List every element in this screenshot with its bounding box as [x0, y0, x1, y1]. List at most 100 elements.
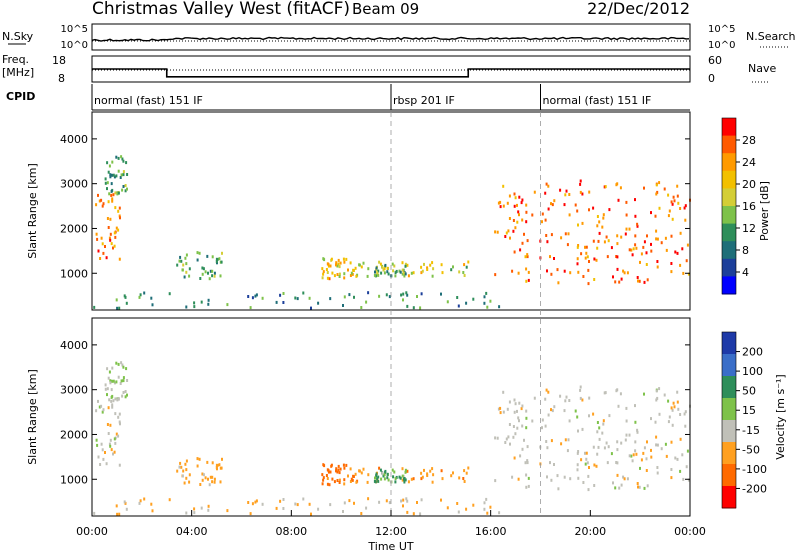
velocity-cell [667, 420, 670, 424]
velocity-cell [636, 482, 639, 485]
power-cell [676, 194, 679, 198]
colorbar-tick-label: 50 [742, 385, 756, 398]
velocity-cell [114, 441, 117, 445]
velocity-cell [577, 429, 579, 433]
power-cell [402, 292, 405, 296]
x-tick-label: 16:00 [475, 525, 507, 538]
power-cell [366, 274, 369, 278]
velocity-cell [628, 454, 631, 458]
velocity-cell [676, 390, 679, 394]
velocity-cell [193, 507, 196, 511]
velocity-cell [498, 511, 501, 515]
velocity-cell [331, 477, 334, 481]
velocity-cell [446, 506, 449, 510]
power-cell [404, 272, 407, 276]
power-cell [642, 245, 645, 249]
power-cell [410, 271, 413, 275]
velocity-cell [596, 421, 599, 424]
power-cell [456, 296, 459, 299]
velocity-cell [511, 475, 514, 479]
power-cell [386, 266, 389, 270]
power-cell [378, 260, 381, 264]
power-cell [407, 274, 410, 278]
velocity-cell [126, 393, 128, 397]
velocity-cell [608, 414, 611, 418]
velocity-cell [564, 438, 567, 442]
velocity-cell [329, 470, 332, 474]
power-cell [585, 245, 588, 249]
power-cell [378, 294, 381, 298]
velocity-cell [670, 476, 673, 480]
power-cell [336, 264, 339, 268]
velocity-cell [521, 447, 524, 451]
velocity-cell [677, 407, 680, 411]
velocity-cell [615, 389, 618, 393]
velocity-cell [421, 475, 424, 479]
power-cell [423, 262, 425, 266]
power-cell [527, 278, 530, 282]
power-cell [394, 274, 397, 278]
power-cell [587, 282, 590, 286]
power-cell [506, 201, 509, 205]
velocity-cell [343, 501, 346, 505]
power-cell [333, 274, 336, 278]
power-cell [457, 304, 460, 308]
velocity-cell [323, 464, 326, 468]
power-cell [525, 267, 528, 271]
power-cell [310, 306, 312, 310]
velocity-cell [201, 478, 204, 482]
velocity-y-ticks: 1000 2000 3000 4000 [60, 339, 690, 486]
velocity-cell [563, 475, 566, 479]
colorbar-tick-label: 200 [742, 346, 763, 359]
noise-panel-frame [91, 23, 691, 51]
velocity-cell [404, 468, 407, 472]
y-tick-label: 4000 [60, 339, 88, 352]
power-cell [499, 205, 502, 209]
power-cell [182, 263, 185, 267]
velocity-cell [518, 401, 521, 405]
power-cell [279, 293, 282, 297]
power-cell [681, 247, 684, 251]
velocity-cell [336, 470, 339, 474]
cpid-segment-label: normal (fast) 151 IF [543, 94, 652, 107]
power-cell [383, 271, 386, 275]
velocity-cell [656, 466, 659, 469]
velocity-cell [679, 437, 682, 441]
power-cell [282, 292, 285, 295]
power-cell [564, 232, 567, 236]
power-cell [458, 270, 461, 274]
power-cell [93, 305, 96, 309]
velocity-cell [596, 452, 599, 456]
power-cell [211, 269, 214, 273]
velocity-cell [333, 480, 336, 484]
velocity-cell [208, 483, 211, 487]
velocity-cell [527, 476, 530, 480]
power-cell [592, 206, 595, 210]
velocity-cell [576, 463, 579, 467]
velocity-cell [349, 467, 352, 471]
colorbar-band [722, 188, 736, 207]
velocity-cell [674, 456, 677, 460]
velocity-cell [375, 474, 378, 478]
power-cell [512, 219, 515, 222]
power-cell [379, 262, 382, 266]
power-cell [114, 206, 117, 210]
velocity-cell [681, 453, 684, 457]
velocity-cell [111, 403, 114, 407]
power-cell [507, 229, 510, 233]
power-cell [377, 273, 380, 277]
power-cell [563, 269, 566, 273]
velocity-cell [116, 398, 119, 402]
power-cell [567, 232, 570, 236]
power-cell [541, 220, 543, 224]
power-cell [508, 194, 511, 198]
y-tick-label: 3000 [60, 178, 88, 191]
beam-label: Beam 09 [352, 0, 419, 18]
velocity-cell [512, 425, 515, 428]
velocity-cell [188, 480, 191, 484]
velocity-cell [654, 420, 657, 424]
power-cell [549, 255, 551, 259]
power-cell [338, 275, 341, 278]
power-cell [95, 232, 98, 236]
